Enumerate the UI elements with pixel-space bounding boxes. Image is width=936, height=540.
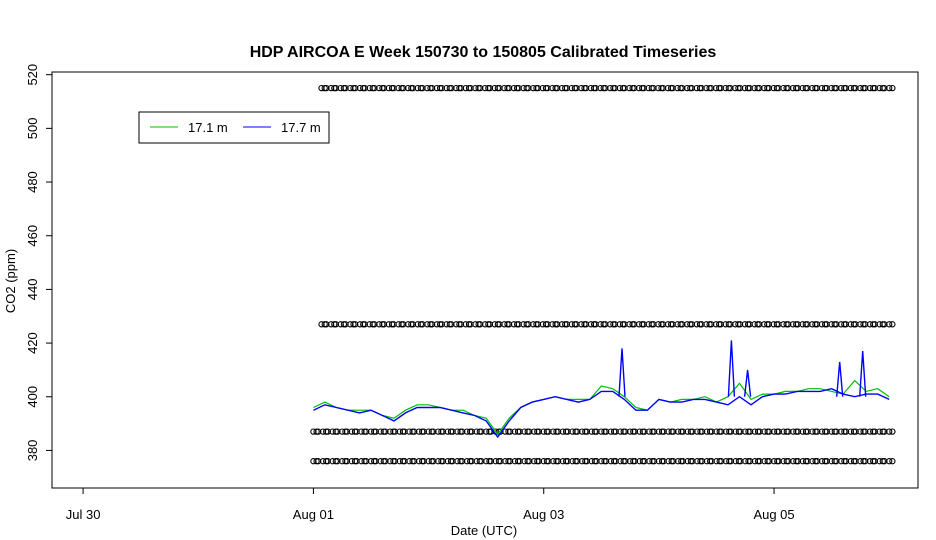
x-tick-label: Aug 03 xyxy=(523,507,564,522)
y-tick-label: 460 xyxy=(25,225,40,247)
marker-point xyxy=(886,321,893,328)
series-spike xyxy=(743,369,752,397)
legend-label-17-7m: 17.7 m xyxy=(281,120,321,135)
marker-point xyxy=(886,428,893,435)
marker-point xyxy=(886,458,893,465)
y-tick-label: 380 xyxy=(25,440,40,462)
x-tick-label: Jul 30 xyxy=(66,507,101,522)
marker-point xyxy=(889,428,896,435)
chart-title: HDP AIRCOA E Week 150730 to 150805 Calib… xyxy=(250,44,717,61)
x-tick-label: Aug 05 xyxy=(753,507,794,522)
marker-point xyxy=(889,321,896,328)
marker-point xyxy=(889,84,896,92)
marker-point xyxy=(886,84,893,92)
legend-box xyxy=(138,111,330,144)
y-tick-label: 520 xyxy=(25,64,40,86)
series-spike xyxy=(727,340,736,397)
series-lines xyxy=(313,340,890,439)
legend: 17.1 m 17.7 m xyxy=(138,111,330,144)
series-spike xyxy=(836,361,844,397)
series-spike xyxy=(859,351,867,397)
y-axis-label: CO2 (ppm) xyxy=(3,249,18,313)
series-line-17-1m xyxy=(313,379,890,436)
calibration-markers xyxy=(310,84,896,465)
x-tick-label: Aug 01 xyxy=(293,507,334,522)
legend-label-17-1m: 17.1 m xyxy=(188,120,228,135)
y-tick-label: 480 xyxy=(25,171,40,193)
series-spike xyxy=(618,348,626,397)
y-tick-label: 500 xyxy=(25,118,40,140)
marker-point xyxy=(889,458,896,465)
x-axis: Jul 30 Aug 01 Aug 03 Aug 05 xyxy=(66,487,795,522)
y-tick-label: 420 xyxy=(25,332,40,354)
y-tick-label: 440 xyxy=(25,279,40,301)
y-tick-label: 400 xyxy=(25,386,40,408)
x-axis-label: Date (UTC) xyxy=(451,523,517,538)
y-axis: 380 400 420 440 460 480 500 520 xyxy=(25,64,53,462)
series-line-17-7m xyxy=(313,387,890,439)
